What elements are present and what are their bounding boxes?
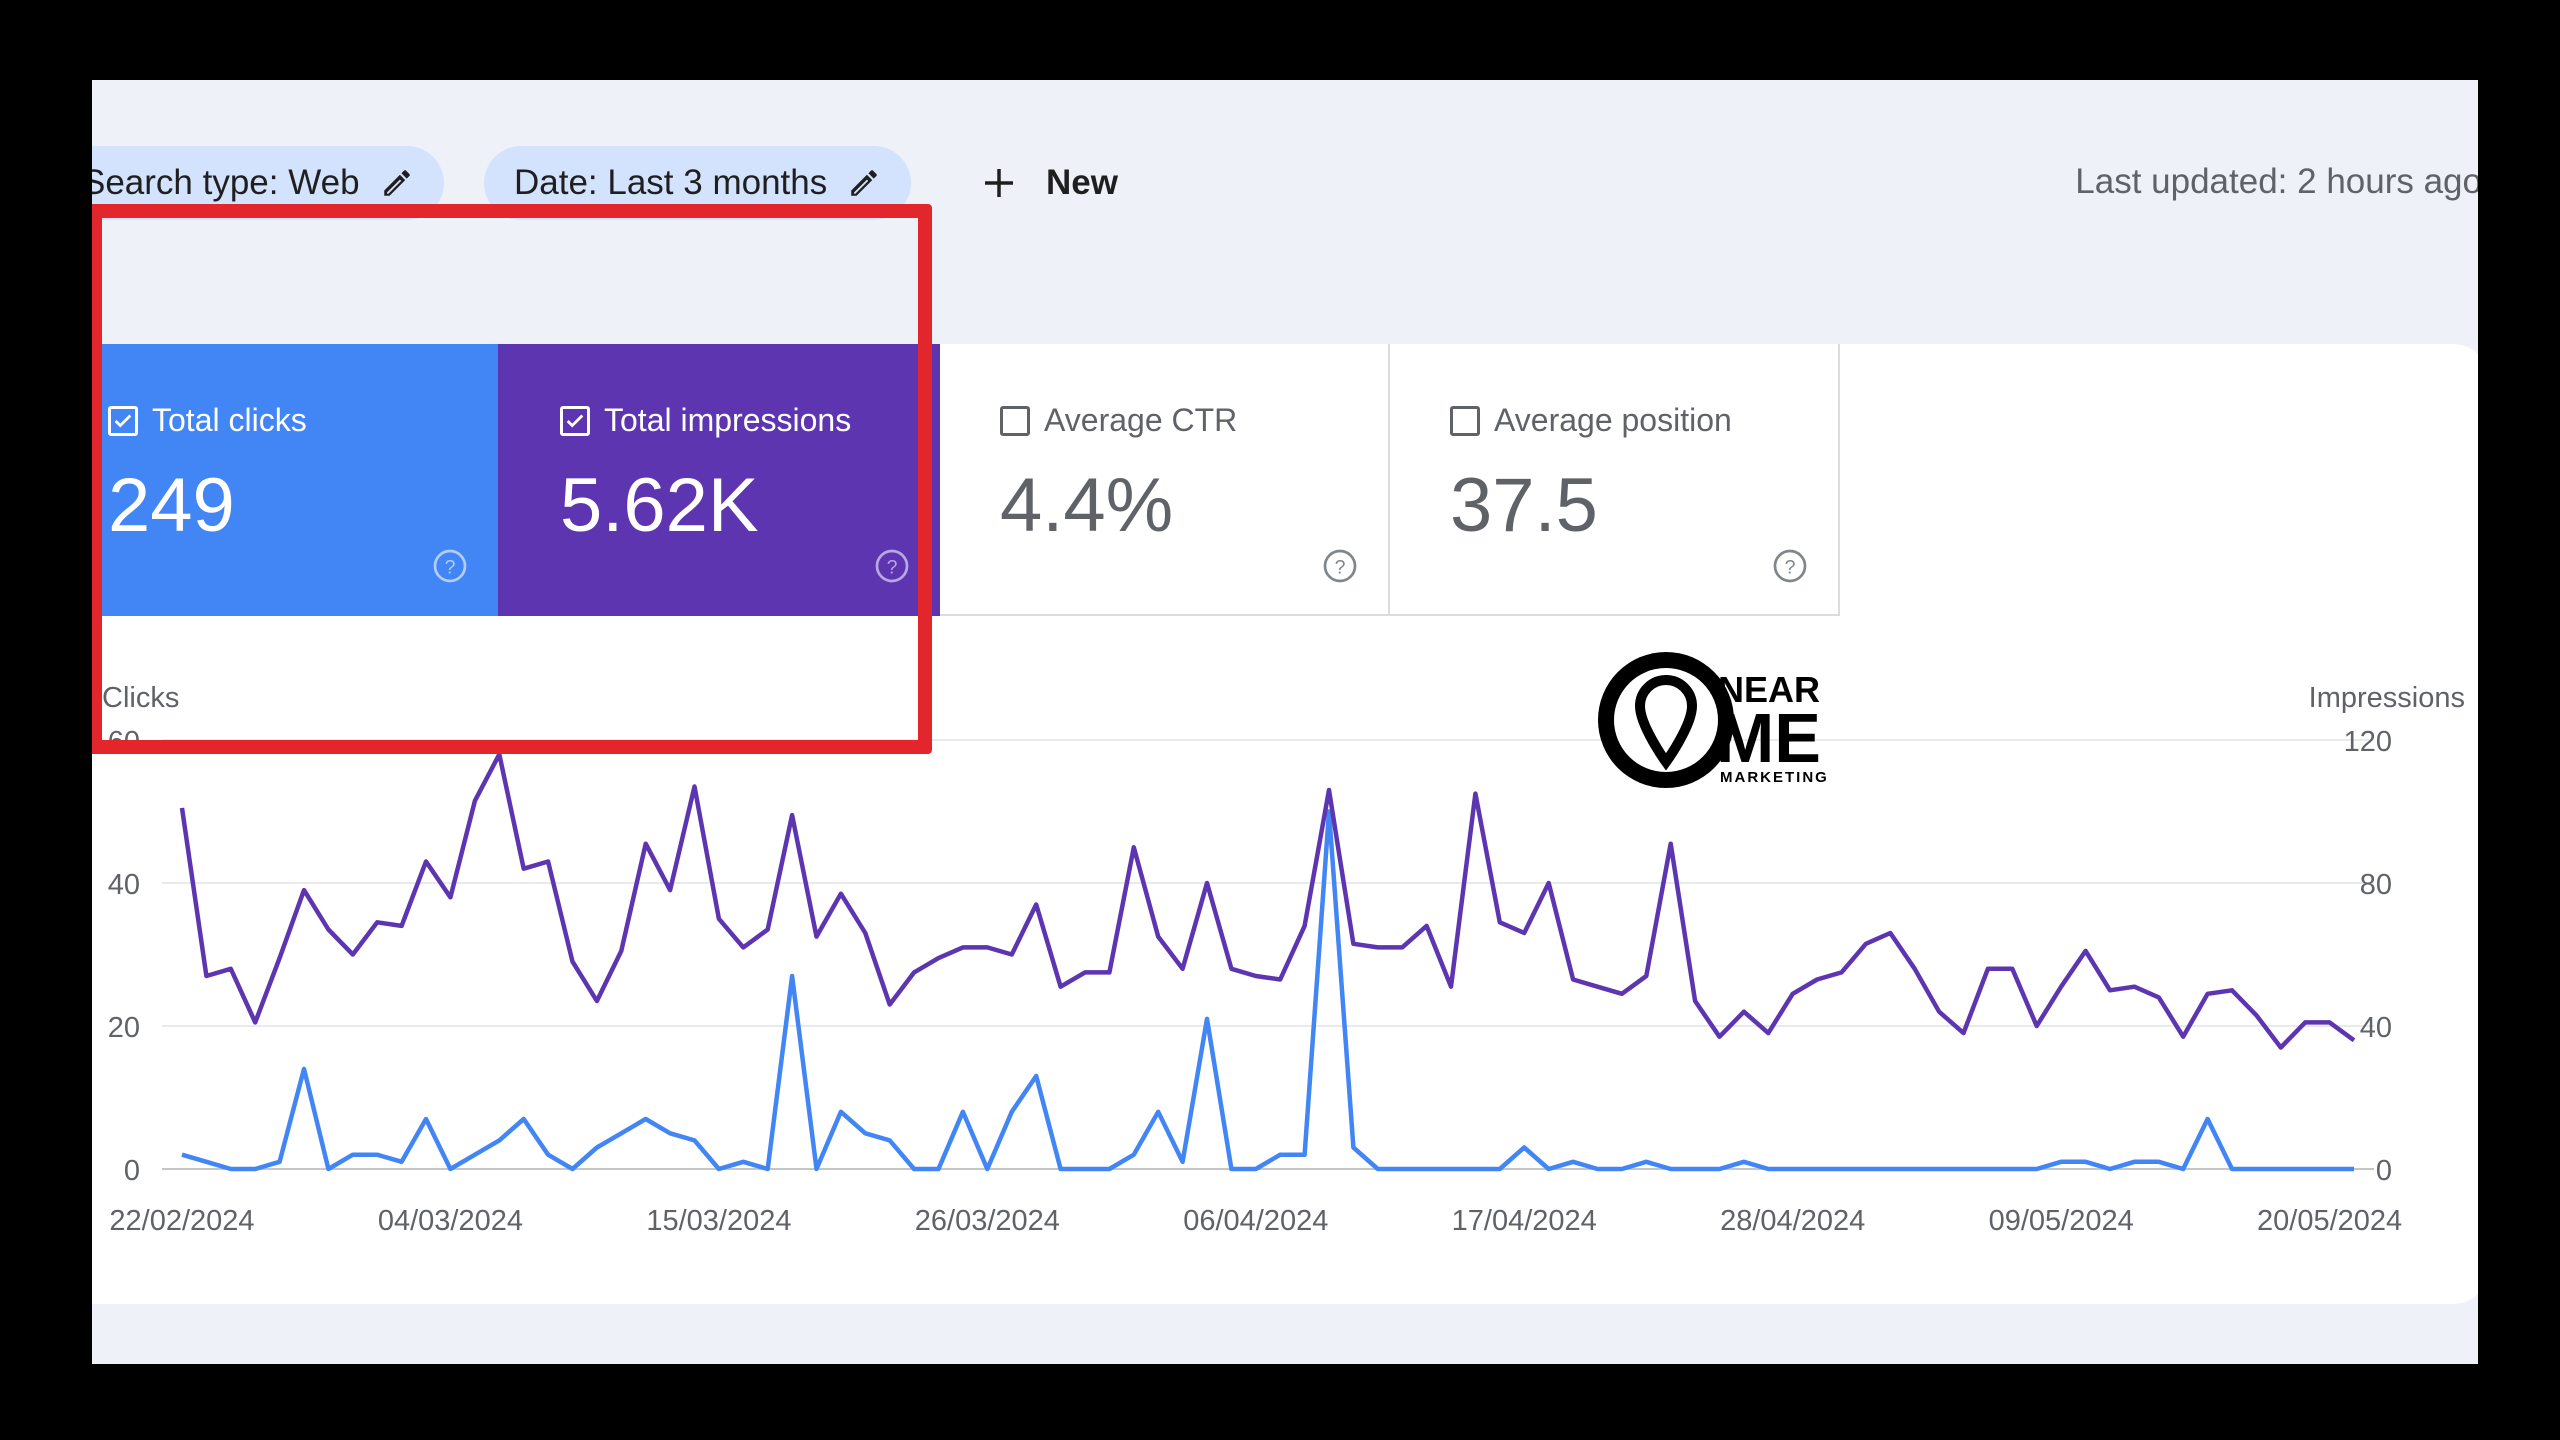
checkbox-checked-icon[interactable] [108, 405, 138, 436]
checkbox-checked-icon[interactable] [560, 405, 590, 436]
metric-value: 4.4% [1000, 463, 1174, 548]
logo-text-near: NEAR [1718, 669, 1820, 710]
x-axis-tick-label: 06/04/2024 [1183, 1205, 1328, 1237]
metric-value: 37.5 [1450, 463, 1598, 548]
last-updated-text: Last updated: 2 hours ago [2075, 162, 2478, 201]
search-console-panel: Search type: Web Date: Last 3 months New… [92, 80, 2478, 1364]
metric-label-row: Average position [1450, 402, 1732, 439]
date-filter-label: Date: Last 3 months [514, 163, 828, 202]
search-type-filter-label: Search type: Web [92, 163, 360, 202]
x-axis-tick-label: 15/03/2024 [646, 1205, 791, 1237]
plus-icon [985, 169, 1013, 197]
series-line-clicks [181, 809, 2354, 1172]
metric-average-position[interactable]: Average position 37.5 ? [1390, 344, 1840, 616]
left-axis-title: Clicks [102, 682, 179, 714]
new-filter-label: New [1046, 163, 1118, 202]
right-axis-tick-label: 0 [2376, 1155, 2392, 1187]
checkbox-unchecked-icon[interactable] [1450, 405, 1480, 436]
metric-value: 249 [108, 463, 235, 548]
x-axis-tick-label: 09/05/2024 [1989, 1205, 2134, 1237]
right-axis-tick-label: 120 [2344, 726, 2392, 758]
x-axis-tick-label: 04/03/2024 [378, 1205, 523, 1237]
logo-text-marketing: MARKETING [1720, 769, 1829, 786]
near-me-marketing-logo: NEAR ME MARKETING [1598, 652, 1829, 788]
x-axis-tick-label: 28/04/2024 [1720, 1205, 1865, 1237]
svg-text:?: ? [445, 557, 456, 579]
new-filter-button[interactable]: New [978, 150, 1118, 216]
right-axis-tick-label: 80 [2360, 869, 2392, 901]
x-axis-tick-label: 26/03/2024 [915, 1205, 1060, 1237]
edit-pencil-icon [851, 170, 877, 196]
svg-text:?: ? [1335, 557, 1346, 579]
left-axis-tick-label: 20 [108, 1012, 140, 1044]
x-axis-tick-label: 17/04/2024 [1452, 1205, 1597, 1237]
metric-total-clicks[interactable]: Total clicks 249 ? [92, 344, 498, 616]
metric-value: 5.62K [560, 463, 759, 548]
highlight-annotation-box [92, 204, 932, 754]
x-axis-tick-label: 22/02/2024 [109, 1205, 254, 1237]
logo-text-me: ME [1716, 699, 1821, 777]
metric-label-row: Total clicks [108, 402, 307, 439]
right-axis-title: Impressions [2309, 682, 2465, 714]
left-axis-tick-label: 40 [108, 869, 140, 901]
metric-label: Total impressions [604, 402, 852, 438]
metric-label: Total clicks [152, 402, 307, 438]
svg-text:?: ? [887, 557, 898, 579]
edit-pencil-icon [383, 170, 410, 196]
help-circle-icon[interactable]: ? [432, 548, 468, 584]
series-line-impressions [179, 752, 2356, 1050]
metric-label-row: Total impressions [560, 402, 851, 439]
right-axis-tick-label: 40 [2360, 1012, 2392, 1044]
metric-average-ctr[interactable]: Average CTR 4.4% ? [940, 344, 1390, 616]
metric-label: Average position [1494, 402, 1732, 438]
svg-text:?: ? [1785, 557, 1796, 579]
metric-total-impressions[interactable]: Total impressions 5.62K ? [498, 344, 940, 616]
left-axis-tick-label: 0 [124, 1155, 140, 1187]
help-circle-icon[interactable]: ? [1772, 548, 1808, 584]
metric-label-row: Average CTR [1000, 402, 1237, 439]
checkbox-unchecked-icon[interactable] [1000, 405, 1030, 436]
metric-label: Average CTR [1044, 402, 1238, 438]
x-axis-tick-label: 20/05/2024 [2257, 1205, 2402, 1237]
help-circle-icon[interactable]: ? [874, 548, 910, 584]
help-circle-icon[interactable]: ? [1322, 548, 1358, 584]
